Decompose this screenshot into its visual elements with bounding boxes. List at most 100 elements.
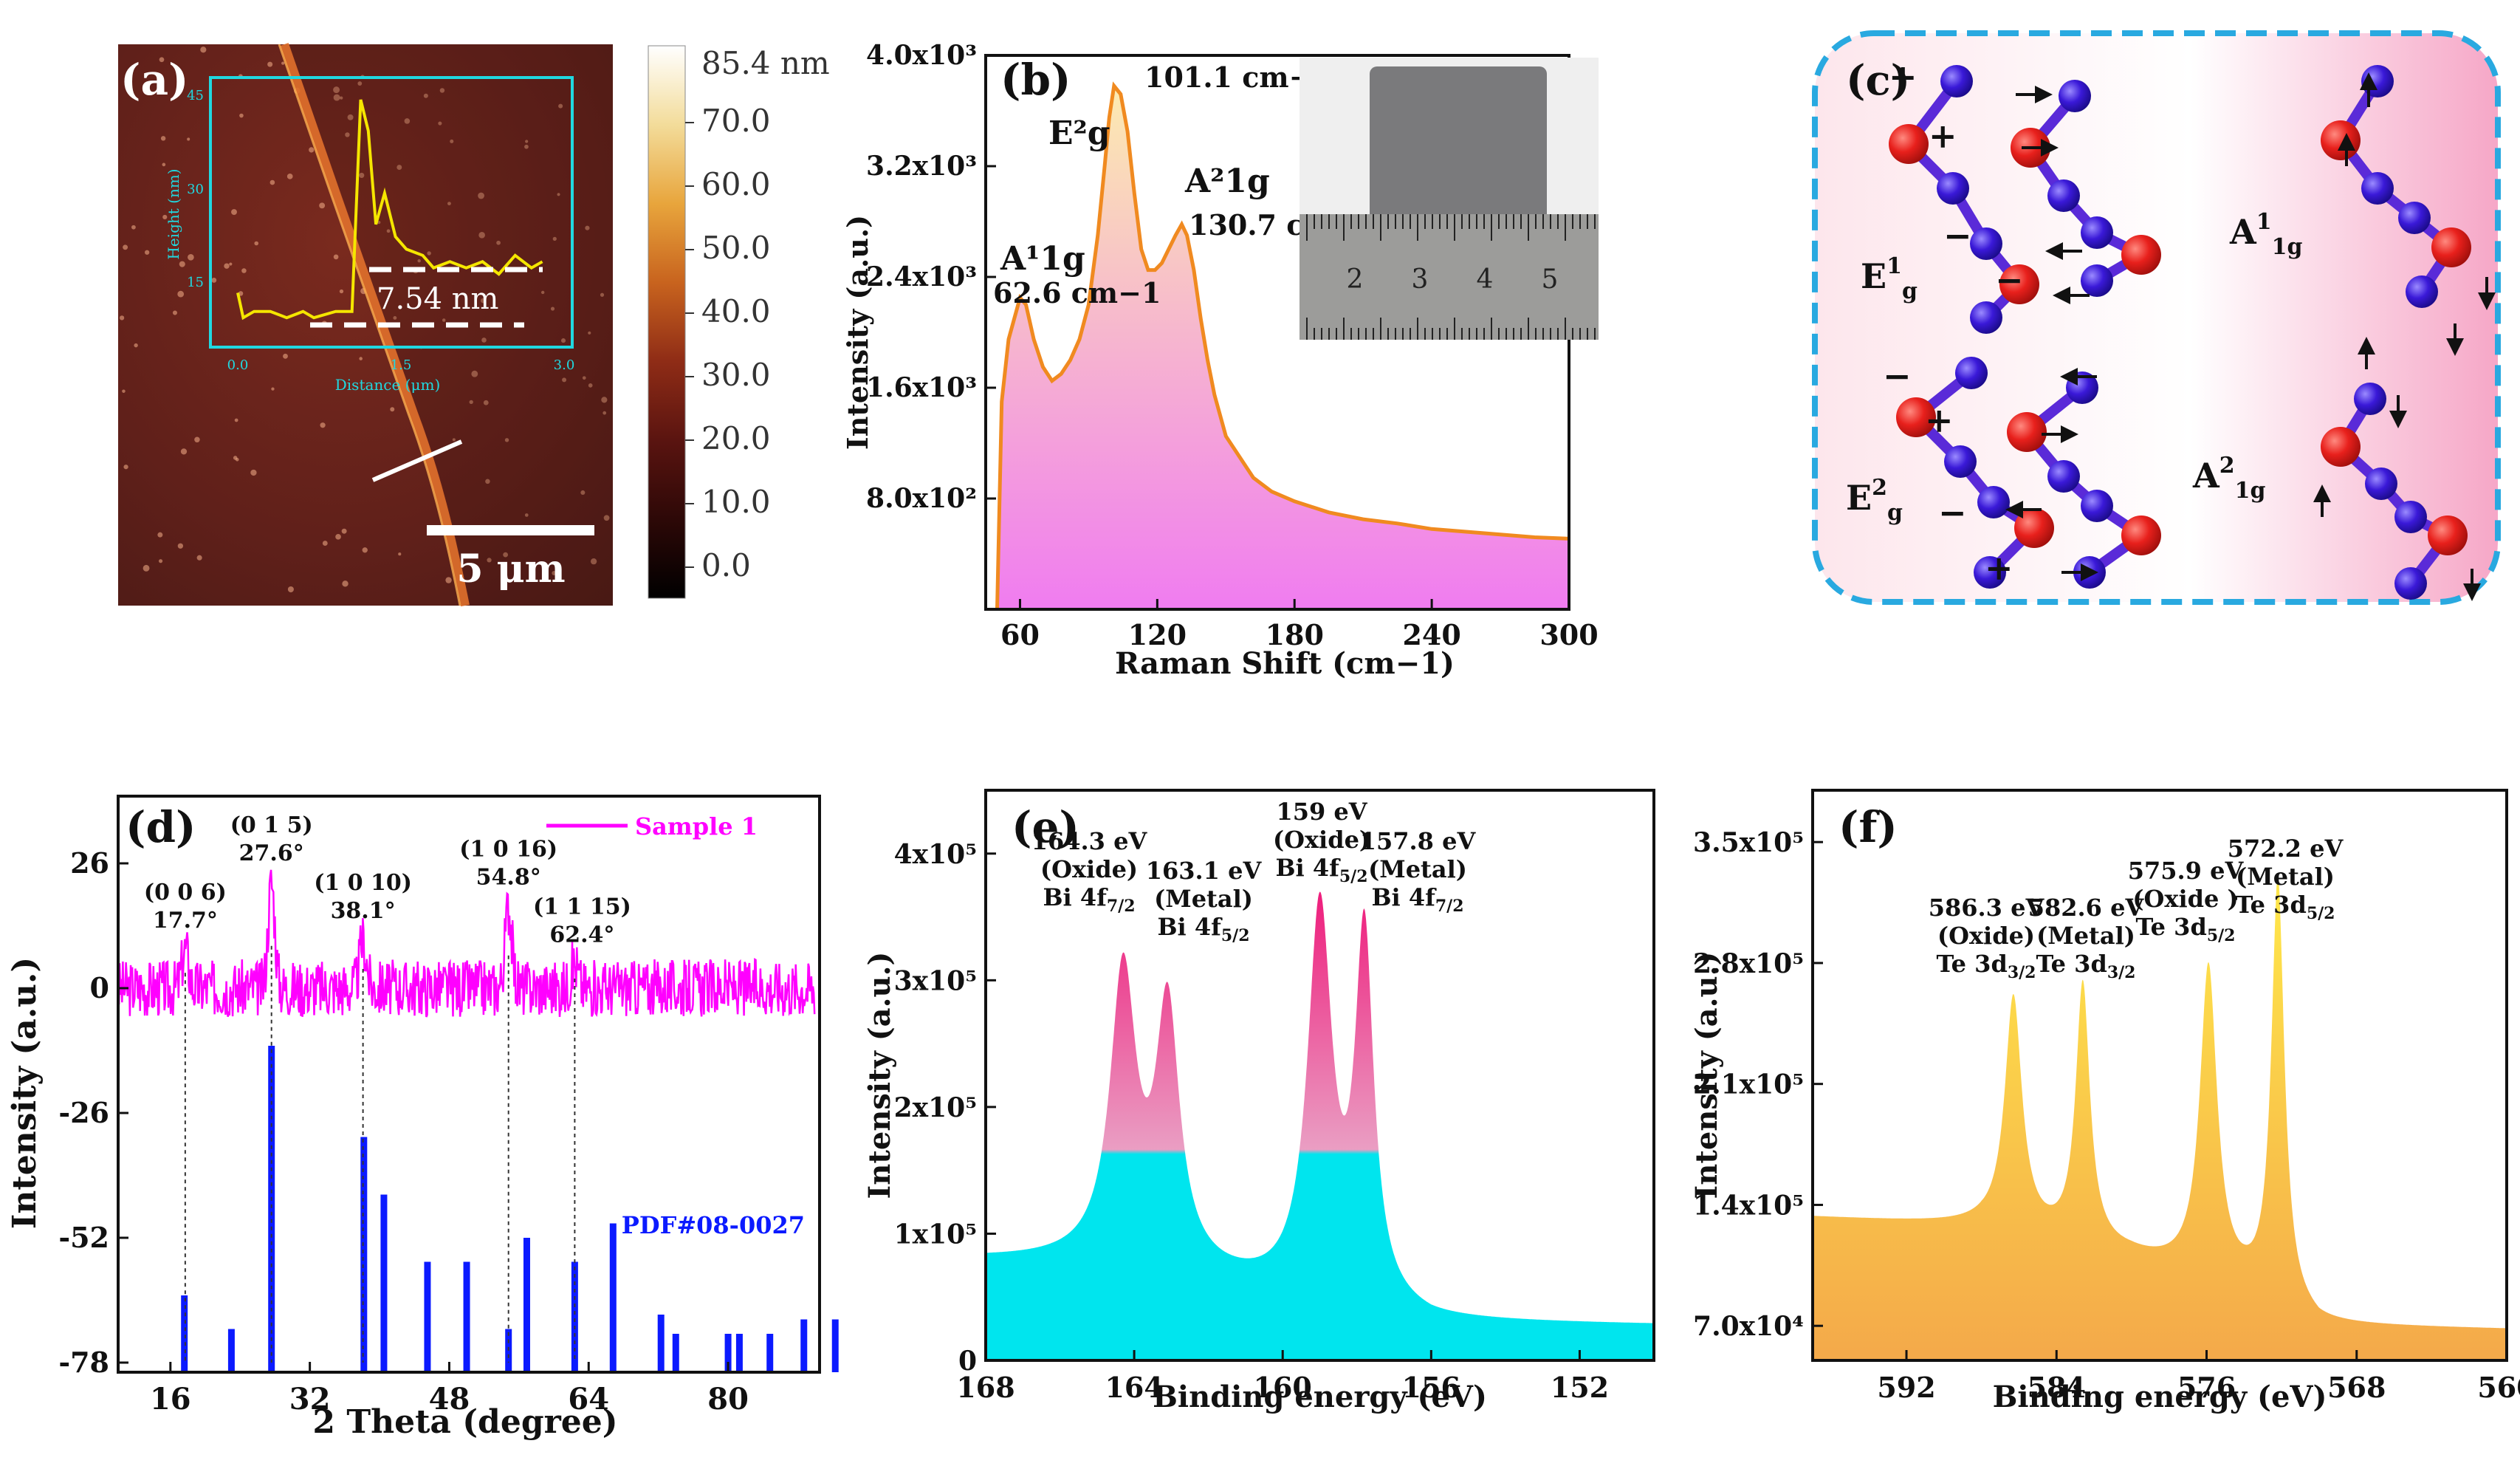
colorbar-tick-label: 20.0 [701, 420, 771, 456]
mode-label-e2g: E2g [1846, 475, 1903, 526]
y-tick-label: -78 [58, 1346, 109, 1379]
bi-atom [1977, 486, 2010, 518]
afm-particle [417, 258, 421, 263]
afm-particle [271, 387, 275, 391]
x-tick-label: 32 [289, 1382, 331, 1417]
x-tick-label: 560 [2477, 1371, 2520, 1404]
inset-xtick: 0.0 [227, 357, 249, 373]
x-tick-label: 120 [1128, 618, 1187, 651]
afm-particle [123, 244, 128, 250]
y-axis-label: Intensity (a.u.) [862, 952, 897, 1199]
afm-particle [160, 136, 166, 141]
afm-particle [122, 389, 126, 393]
afm-particle [123, 465, 128, 470]
peak-hkl-label: (0 1 5) [230, 812, 313, 838]
afm-particle [552, 571, 557, 575]
inset-ytick: 45 [187, 88, 204, 103]
sign-label: + [1889, 57, 1918, 97]
inset-xtick: 3.0 [554, 357, 575, 373]
y-tick-label: 2.1x10⁵ [1693, 1069, 1804, 1100]
afm-particle [172, 310, 178, 315]
afm-particle [481, 338, 487, 343]
reference-label: PDF#08-0027 [622, 1211, 805, 1239]
peak-energy-label: 572.2 eV [2228, 835, 2344, 863]
peak-state-label: (Oxide) [1040, 855, 1138, 883]
colorbar-tick-label: 40.0 [701, 293, 771, 329]
y-tick-label: 0 [90, 971, 109, 1004]
line-scan-marker [371, 439, 463, 482]
x-tick-label: 64 [568, 1382, 609, 1417]
x-tick-label: 80 [707, 1382, 749, 1417]
peak-energy-label: 582.6 eV [2028, 894, 2145, 922]
legend-label: Sample 1 [635, 812, 758, 840]
afm-particle [393, 316, 397, 320]
y-tick-label: 1.4x10⁵ [1693, 1190, 1804, 1221]
colorbar-tick-label: 30.0 [701, 357, 771, 393]
x-tick-label: 568 [2327, 1371, 2386, 1404]
sign-label: − [1943, 216, 1972, 256]
afm-particle [445, 577, 452, 583]
mode-label: A¹1g [1000, 240, 1085, 278]
afm-particle [320, 422, 326, 428]
bi-atom [2361, 65, 2394, 97]
peak-position-label: 17.7° [153, 908, 218, 934]
peak-state-label: (Oxide) [1273, 826, 1370, 854]
afm-particle [269, 179, 275, 185]
sign-label: + [1929, 116, 1957, 156]
x-axis-label: Binding energy (eV) [1993, 1380, 2327, 1414]
bi-atom [2081, 490, 2113, 522]
afm-particle [131, 225, 136, 230]
scale-bar-label: 5 μm [456, 547, 565, 592]
y-tick-label: 0 [958, 1346, 977, 1377]
ruler [1300, 214, 1599, 340]
peak-annotation: 62.6 cm−1 [993, 276, 1161, 309]
phonon-mode-schematic: (c) E1g A11g E2g A21g + + − − − + − + [1812, 30, 2501, 605]
sign-label: − [1995, 260, 2024, 300]
peak-state-label: (Metal) [2036, 922, 2135, 950]
x-axis-label: Binding energy (eV) [1153, 1380, 1487, 1414]
y-tick-label: 3.5x10⁵ [1693, 827, 1804, 858]
bi-atom [2059, 80, 2091, 112]
peak-orbital-label: Te 3d5/2 [2136, 913, 2236, 945]
afm-particle [386, 229, 391, 233]
xrd-frame [117, 795, 821, 1374]
afm-particle [229, 262, 233, 266]
x-tick-label: 48 [429, 1382, 470, 1417]
peak-energy-label: 586.3 eV [1929, 894, 2045, 922]
orbital-text: Te 3d [1937, 950, 2008, 978]
sign-label: + [1985, 548, 2013, 588]
xps-te-chart: 592 584 576 568 560 7.0x10⁴ 1.4x10⁵ 2.1x10⁵ 2.8x… [1689, 789, 2520, 1414]
afm-particle [159, 57, 165, 63]
afm-particle [552, 236, 557, 241]
ruler-number: 4 [1477, 264, 1494, 295]
mode-label-a1-1g: A11g [2229, 209, 2302, 260]
afm-particle [550, 306, 555, 311]
afm-particle [162, 214, 168, 220]
afm-particle [283, 353, 288, 359]
afm-particle [524, 513, 529, 517]
afm-particle [427, 251, 431, 256]
afm-particle [439, 88, 445, 93]
afm-particle [404, 118, 411, 124]
afm-particle [241, 268, 247, 273]
mode-label-e1g: E1g [1861, 253, 1918, 304]
y-tick-label: 2x10⁵ [894, 1092, 977, 1123]
bi-atom [1970, 227, 2002, 260]
peak-state-label: (Oxide ) [2132, 885, 2238, 913]
y-axis-label: Intensity (a.u.) [6, 957, 44, 1229]
bi-atom [1970, 301, 2002, 334]
afm-particle [398, 552, 402, 556]
te-atom [2321, 120, 2361, 160]
bi-atom [1955, 357, 1988, 389]
afm-particle [254, 241, 259, 246]
inset-xlabel: Distance (μm) [335, 376, 441, 394]
bi-atom [1944, 445, 1977, 478]
y-tick-label: 1.6x10³ [866, 372, 977, 403]
peak-state-label: (Metal) [2236, 863, 2335, 891]
afm-particle [157, 532, 163, 538]
orbital-text: Te 3d [2136, 913, 2207, 941]
y-axis-label: Intensity (a.u.) [1689, 952, 1724, 1199]
afm-particle [359, 172, 365, 179]
mode-label: A²1g [1184, 162, 1270, 200]
xps-spectrum-fill [986, 891, 1654, 1360]
